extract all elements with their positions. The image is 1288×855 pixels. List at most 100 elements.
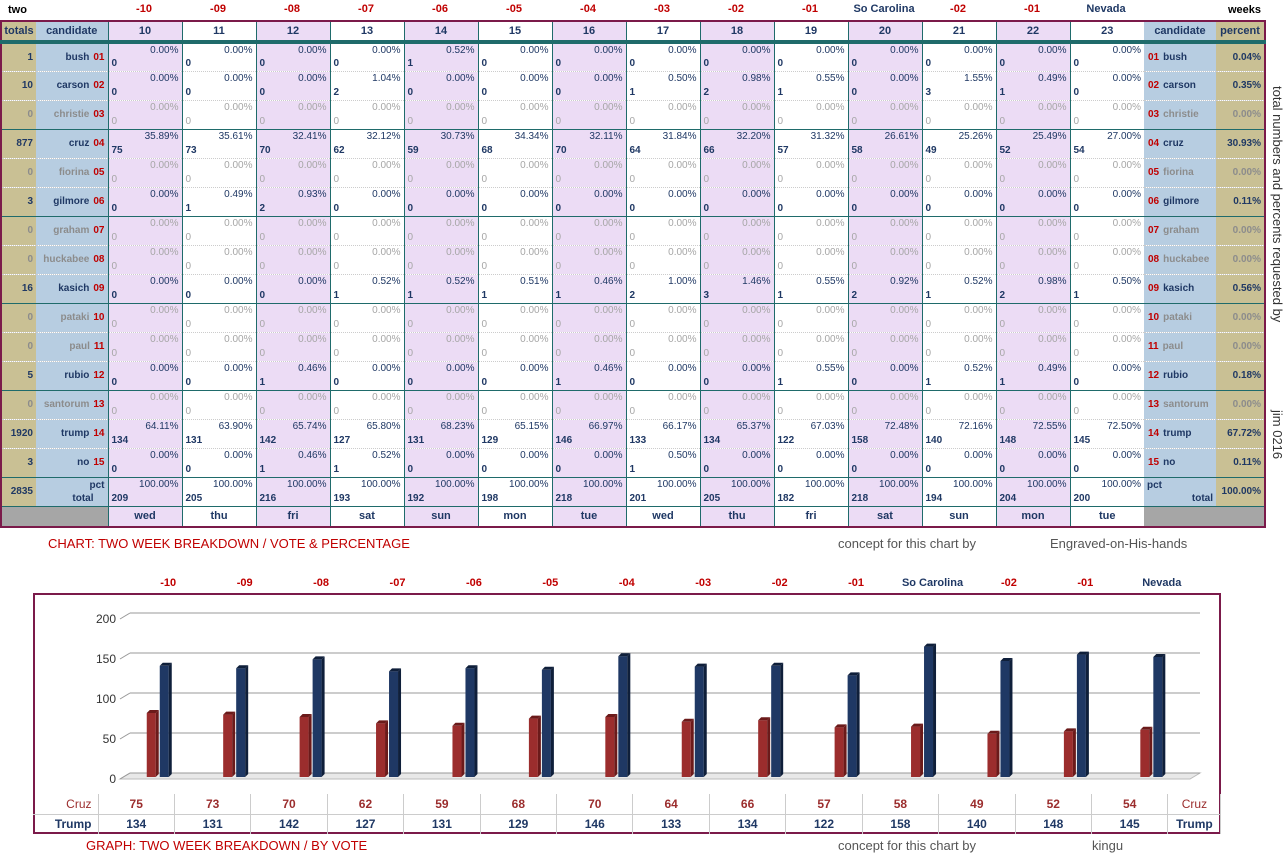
vote-count: 0 <box>111 347 118 359</box>
vote-percent: 0.00% <box>890 362 919 374</box>
bar-graph-svg: 0 50 100 150 200 <box>96 612 1202 786</box>
vote-percent: 0.00% <box>594 159 623 171</box>
candidate-number: 04 <box>1148 138 1160 149</box>
candidate-number: 14 <box>93 428 105 439</box>
vote-percent: 0.00% <box>446 362 475 374</box>
bar-cruz <box>834 727 844 777</box>
vote-count: 0 <box>1073 57 1080 69</box>
day-cell: 1 0.52% <box>403 274 478 304</box>
vote-count: 122 <box>777 434 795 446</box>
series-value: 54 <box>1091 794 1169 814</box>
day-label-top: -08 <box>284 3 300 15</box>
vote-count: 205 <box>185 492 203 504</box>
vote-count: 0 <box>259 260 266 272</box>
day-cell: 0 0.00% <box>921 390 996 420</box>
vote-percent: 0.00% <box>594 246 623 258</box>
graph-concept-label: concept for this chart by <box>838 838 977 853</box>
vote-percent: 0.00% <box>372 188 401 200</box>
day-cell: 1 0.50% <box>625 448 700 478</box>
vote-count: 0 <box>555 231 562 243</box>
vote-count: 0 <box>111 376 118 388</box>
vote-count: 0 <box>333 115 340 127</box>
pct-label: pct <box>1147 479 1162 491</box>
vote-count: 133 <box>629 434 647 446</box>
weekday: sun <box>403 505 478 527</box>
day-cell: 0 0.00% <box>107 303 182 333</box>
vote-count: 0 <box>851 376 858 388</box>
vote-percent: 65.80% <box>366 420 401 432</box>
header-day: 21 <box>921 21 996 44</box>
vote-count: 0 <box>481 405 488 417</box>
day-cell: 70 32.11% <box>551 129 626 159</box>
vote-count: 0 <box>851 115 858 127</box>
day-label-top: -05 <box>506 3 522 15</box>
row-total: 5 <box>1 361 36 391</box>
vote-percent: 0.00% <box>520 217 549 229</box>
candidate-name: bush <box>65 51 90 63</box>
vote-percent: 0.00% <box>594 304 623 316</box>
day-cell: 0 0.00% <box>699 245 774 275</box>
vote-count: 0 <box>185 376 192 388</box>
vote-percent: 0.00% <box>742 304 771 316</box>
vote-percent: 0.00% <box>890 449 919 461</box>
candidate-row: 3 gilmore 06 0 0.00% 1 0.49% 2 0.93% 0 0.00% 0 0.00%… <box>1 187 1265 217</box>
weekday: sun <box>921 505 996 527</box>
vote-percent: 0.00% <box>150 188 179 200</box>
bar-side-cruz <box>308 714 312 777</box>
vote-percent: 0.00% <box>224 45 253 56</box>
vote-percent: 100.00% <box>583 478 623 490</box>
day-cell: 0 0.00% <box>625 42 700 72</box>
vote-percent: 0.49% <box>224 188 253 200</box>
candidate-name: graham <box>53 225 90 236</box>
vote-percent: 0.00% <box>1112 304 1141 316</box>
candidate-number: 05 <box>1148 167 1160 178</box>
vote-count: 0 <box>185 405 192 417</box>
row-percent: 30.93% <box>1216 129 1265 159</box>
day-cell: 0 0.00% <box>329 187 404 217</box>
vote-percent: 0.00% <box>372 362 401 374</box>
candidate-number: 10 <box>1148 312 1160 323</box>
vote-percent: 0.00% <box>668 101 697 113</box>
vote-count: 0 <box>925 231 932 243</box>
totals-label-right: pct total <box>1144 477 1216 507</box>
vote-count: 0 <box>481 463 488 475</box>
candidate-name: huckabee <box>43 254 90 265</box>
vote-percent: 63.90% <box>218 420 253 432</box>
vote-count: 0 <box>777 173 784 185</box>
vote-percent: 0.00% <box>964 188 993 200</box>
bar-side-trump <box>550 666 554 777</box>
day-cell: 2 1.04% <box>329 71 404 101</box>
day-cell: 140 72.16% <box>921 419 996 449</box>
bar-trump <box>1153 657 1163 777</box>
candidate-row: 877 cruz 04 75 35.89% 73 35.61% 70 32.41% 62 32.12… <box>1 129 1265 159</box>
weekday: wed <box>107 505 182 527</box>
vote-percent: 0.00% <box>594 188 623 200</box>
vote-count: 0 <box>259 86 266 98</box>
vote-percent: 0.98% <box>1038 275 1067 287</box>
day-cell: 0 0.00% <box>107 361 182 391</box>
candidate-number: 15 <box>93 457 105 468</box>
candidate-name: kasich <box>58 283 90 294</box>
vote-count: 1 <box>185 202 192 214</box>
vote-percent: 0.00% <box>224 246 253 258</box>
day-cell: 0 0.00% <box>847 100 922 130</box>
day-cell: 0 0.00% <box>551 448 626 478</box>
vote-count: 209 <box>111 492 129 504</box>
vote-percent: 0.00% <box>742 188 771 200</box>
vote-count: 0 <box>629 405 636 417</box>
candidate-name: kasich <box>1163 283 1195 294</box>
vote-count: 0 <box>111 202 118 214</box>
bar-cruz <box>1140 729 1150 777</box>
vote-percent: 0.00% <box>446 72 475 84</box>
candidate-number: 01 <box>93 51 105 63</box>
day-label-top: -09 <box>210 3 226 15</box>
bar-top-cruz <box>834 724 847 728</box>
side-text-requested: total numbers and percents requested by <box>1270 86 1285 323</box>
total-cell: 204 100.00% <box>995 477 1070 507</box>
vote-count: 0 <box>555 347 562 359</box>
day-cell: 0 0.00% <box>403 303 478 333</box>
series-value: 59 <box>403 794 481 814</box>
row-total: 0 <box>1 245 36 275</box>
candidate-name-left: trump 14 <box>36 419 108 449</box>
vote-percent: 0.00% <box>520 101 549 113</box>
